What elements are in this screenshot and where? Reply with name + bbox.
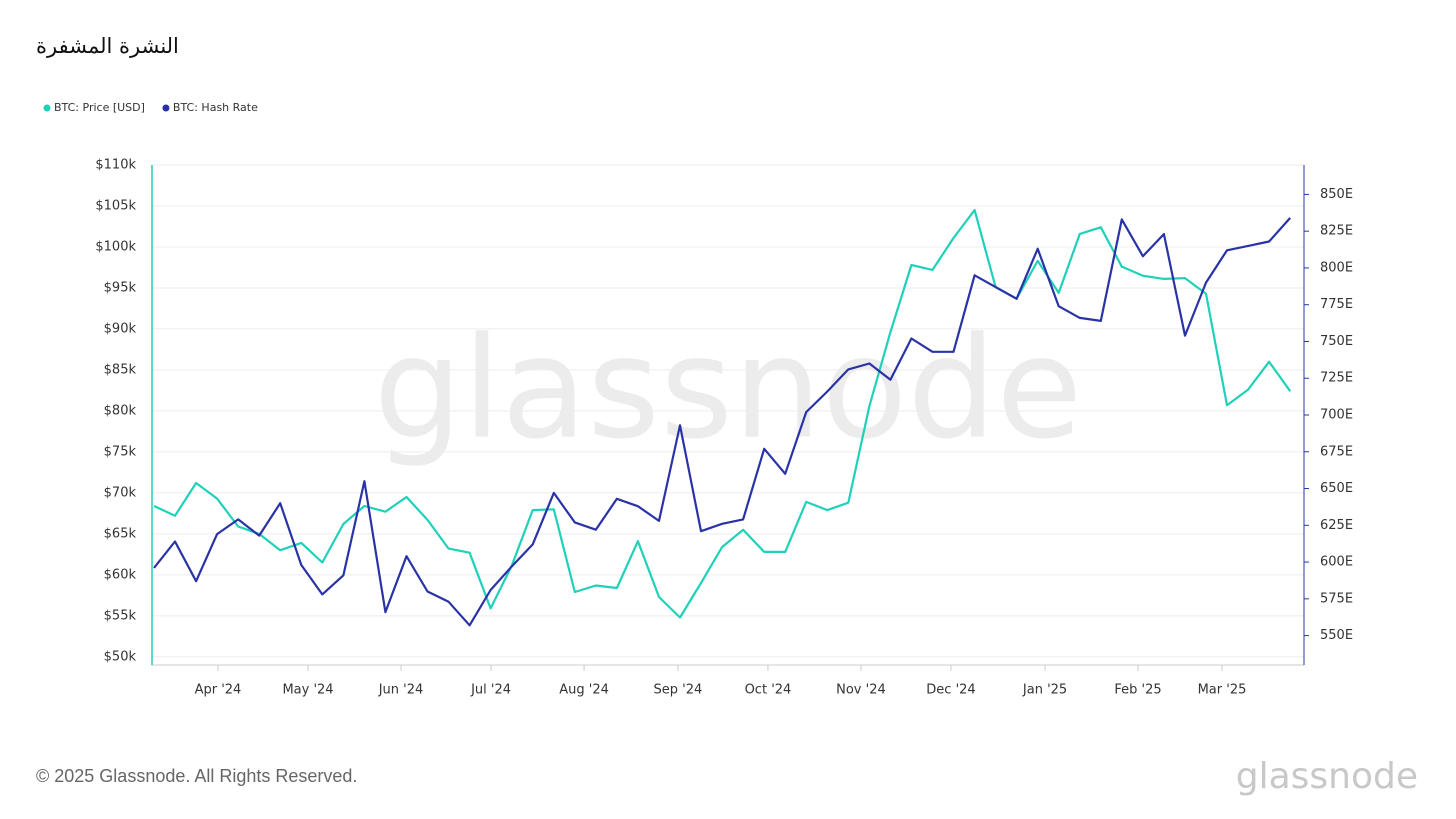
- x-tick-label: Nov '24: [836, 683, 886, 698]
- watermark: glassnode: [374, 308, 1083, 471]
- y-tick-label: $95k: [104, 280, 137, 295]
- y-tick-label: $80k: [104, 403, 137, 418]
- y2-tick-label: 750E: [1320, 334, 1353, 349]
- y-tick-label: $55k: [104, 608, 137, 623]
- x-tick-label: Feb '25: [1114, 683, 1161, 698]
- y2-tick-label: 825E: [1320, 224, 1353, 239]
- y2-tick-label: 550E: [1320, 628, 1353, 643]
- y-tick-label: $50k: [104, 649, 137, 664]
- y-tick-label: $70k: [104, 485, 137, 500]
- y2-tick-label: 625E: [1320, 518, 1353, 533]
- legend-marker: [43, 104, 51, 112]
- y2-tick-label: 575E: [1320, 591, 1353, 606]
- y-tick-label: $100k: [95, 239, 136, 254]
- footer: © 2025 Glassnode. All Rights Reserved.: [36, 766, 357, 786]
- y-tick-label: $90k: [104, 321, 137, 336]
- y-tick-label: $60k: [104, 567, 137, 582]
- x-tick-label: Jul '24: [470, 683, 511, 698]
- y-tick-label: $75k: [104, 444, 137, 459]
- chart-title: النشرة المشفرة: [36, 34, 179, 58]
- y2-tick-label: 675E: [1320, 444, 1353, 459]
- x-tick-label: Jun '24: [378, 683, 424, 698]
- legend-marker: [162, 104, 170, 112]
- y2-tick-label: 800E: [1320, 260, 1353, 275]
- series-line: [153, 217, 1292, 627]
- y-tick-label: $105k: [95, 198, 136, 213]
- y2-tick-label: 725E: [1320, 371, 1353, 386]
- legend-label: BTC: Price [USD]: [54, 101, 145, 114]
- y2-tick-label: 850E: [1320, 187, 1353, 202]
- y-tick-label: $65k: [104, 526, 137, 541]
- y2-tick-label: 600E: [1320, 555, 1353, 570]
- y-tick-label: $85k: [104, 362, 137, 377]
- legend-label: BTC: Hash Rate: [173, 101, 258, 114]
- x-tick-label: Jan '25: [1022, 683, 1067, 698]
- y2-tick-label: 700E: [1320, 408, 1353, 423]
- logo: glassnode: [1236, 756, 1418, 797]
- x-tick-label: Dec '24: [926, 683, 975, 698]
- x-tick-label: Mar '25: [1198, 683, 1247, 698]
- y2-tick-label: 775E: [1320, 297, 1353, 312]
- x-tick-label: Apr '24: [195, 683, 242, 698]
- x-tick-label: Aug '24: [559, 683, 609, 698]
- series-line: [153, 209, 1292, 619]
- x-tick-label: Sep '24: [654, 683, 703, 698]
- y2-tick-label: 650E: [1320, 481, 1353, 496]
- y-tick-label: $110k: [95, 158, 136, 173]
- x-tick-label: Oct '24: [745, 683, 792, 698]
- x-tick-label: May '24: [282, 683, 333, 698]
